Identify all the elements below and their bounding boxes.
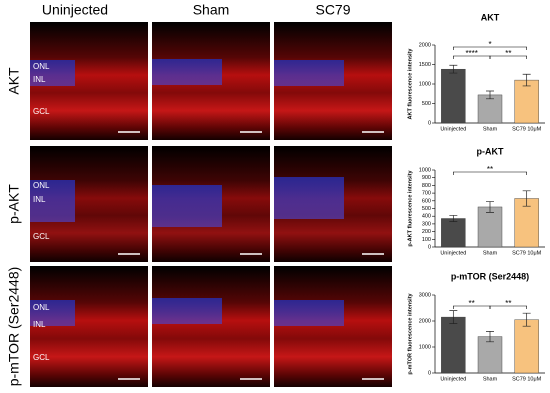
bar <box>477 206 503 248</box>
bar <box>514 198 539 248</box>
micrograph-signal <box>274 266 392 387</box>
x-tick-label: SC79 10μM <box>512 376 542 382</box>
bar <box>441 316 466 374</box>
y-axis-label: p-AKT fluorescence intensity <box>407 170 413 247</box>
column-label: Uninjected <box>42 2 108 18</box>
significance-bracket <box>453 171 527 175</box>
nuclear-stain <box>30 300 75 326</box>
y-tick-label: 600 <box>422 198 431 204</box>
error-bar <box>522 312 531 327</box>
micrograph-signal <box>30 266 148 387</box>
nuclear-stain <box>274 177 344 219</box>
y-tick-label: 3000 <box>419 292 431 298</box>
nuclear-stain <box>274 300 344 326</box>
column-label: Sham <box>193 2 230 18</box>
bar <box>514 79 539 124</box>
bar <box>441 218 466 248</box>
chart-title: AKT <box>481 12 500 22</box>
micrograph-signal <box>152 266 270 387</box>
nuclear-stain <box>152 59 222 85</box>
significance-label: ** <box>505 49 511 58</box>
error-bar <box>522 190 531 207</box>
layer-label: ONL <box>33 181 50 190</box>
significance-label: * <box>488 40 491 49</box>
y-tick-label: 500 <box>422 101 431 107</box>
significance-bracket <box>489 305 527 309</box>
x-tick-label: SC79 10μM <box>512 126 542 132</box>
y-tick-label: 700 <box>422 191 431 197</box>
column-label: SC79 <box>315 2 350 18</box>
y-tick-label: 1000 <box>419 81 431 87</box>
layer-label: INL <box>33 195 46 204</box>
error-bar <box>486 331 494 343</box>
y-tick-label: 900 <box>422 175 431 181</box>
significance-label: ** <box>505 299 511 308</box>
error-bar <box>486 90 494 100</box>
y-tick-label: 0 <box>428 370 431 376</box>
nuclear-stain <box>30 180 75 222</box>
error-bar <box>449 215 458 222</box>
y-tick-label: 500 <box>422 206 431 212</box>
error-bar <box>522 73 531 87</box>
significance-label: **** <box>465 49 477 58</box>
y-tick-label: 2000 <box>419 318 431 324</box>
error-bar <box>449 310 458 324</box>
nuclear-stain <box>30 60 75 86</box>
y-axis-label: AKT fluorescence intensity <box>407 48 413 120</box>
layer-label: GCL <box>33 232 50 241</box>
error-bar <box>449 64 458 74</box>
x-tick-label: Uninjected <box>440 376 466 382</box>
layer-label: ONL <box>33 303 50 312</box>
nuclear-stain <box>274 60 344 86</box>
row-label: AKT <box>6 67 22 95</box>
chart-title: p-mTOR (Ser2448) <box>451 271 529 281</box>
significance-bracket <box>489 55 527 59</box>
bar <box>477 336 503 374</box>
y-tick-label: 800 <box>422 183 431 189</box>
layer-label: GCL <box>33 353 50 362</box>
row-label: p-AKT <box>6 184 22 224</box>
y-tick-label: 1000 <box>419 167 431 173</box>
x-tick-label: Sham <box>483 376 498 382</box>
y-tick-label: 2000 <box>419 42 431 48</box>
layer-label: INL <box>33 320 46 329</box>
significance-label: ** <box>469 299 475 308</box>
significance-label: ** <box>487 165 493 174</box>
y-axis-label: p-mTOR fluorescence intensity <box>407 292 413 374</box>
y-tick-label: 1000 <box>419 344 431 350</box>
chart-title: p-AKT <box>477 146 504 156</box>
layer-label: INL <box>33 75 46 84</box>
y-tick-label: 0 <box>428 244 431 250</box>
error-bar <box>486 201 494 213</box>
bar <box>514 319 539 374</box>
y-tick-label: 0 <box>428 120 431 126</box>
y-tick-label: 1500 <box>419 62 431 68</box>
x-tick-label: SC79 10μM <box>512 250 542 256</box>
y-tick-label: 100 <box>422 237 431 243</box>
nuclear-stain <box>152 185 222 227</box>
y-tick-label: 400 <box>422 214 431 220</box>
layer-label: GCL <box>33 107 50 116</box>
x-tick-label: Sham <box>483 250 498 256</box>
y-tick-label: 300 <box>422 221 431 227</box>
row-label: p-mTOR (Ser2448) <box>6 267 22 387</box>
nuclear-stain <box>152 298 222 324</box>
bar <box>441 68 466 124</box>
significance-bracket <box>453 46 527 50</box>
x-tick-label: Uninjected <box>440 250 466 256</box>
layer-label: ONL <box>33 62 50 71</box>
y-tick-label: 200 <box>422 229 431 235</box>
x-tick-label: Sham <box>483 126 498 132</box>
x-tick-label: Uninjected <box>440 126 466 132</box>
